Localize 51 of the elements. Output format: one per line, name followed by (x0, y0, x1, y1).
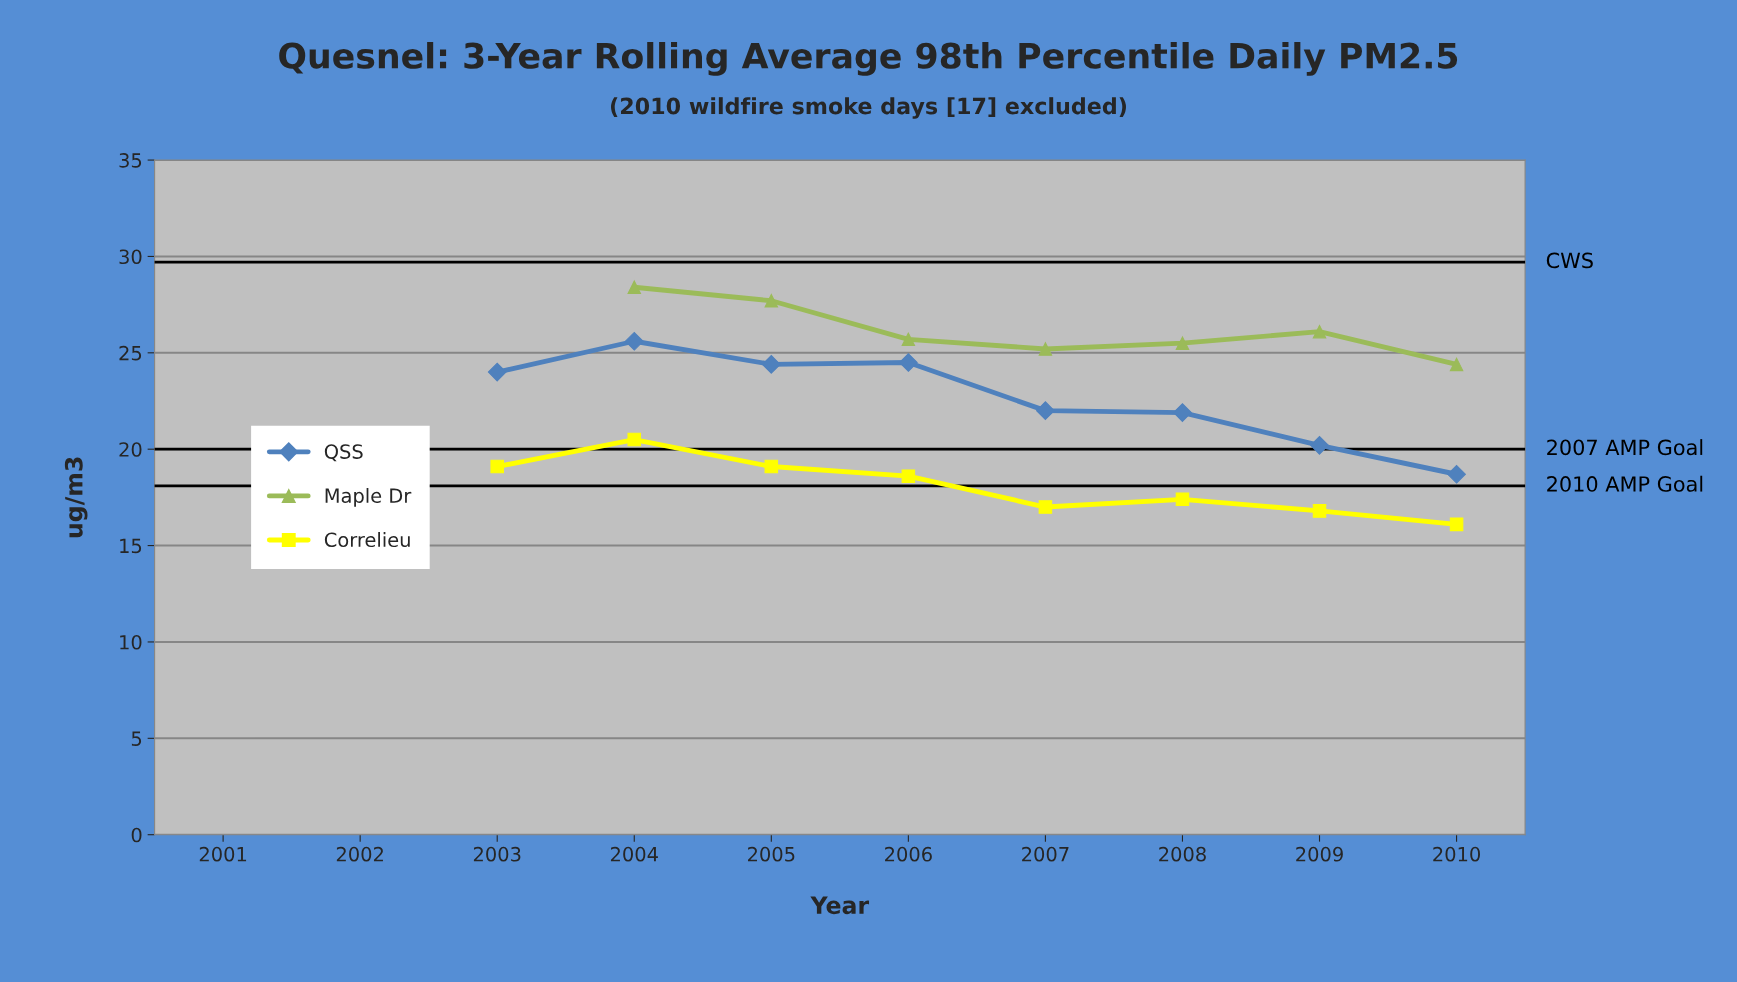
ref-line-label: 2007 AMP Goal (1547, 439, 1703, 456)
x-tick-label: 2004 (610, 846, 658, 862)
point (1449, 517, 1464, 532)
legend-label: QSS (324, 444, 363, 462)
point (1310, 435, 1329, 455)
y-tick-label: 20 (119, 442, 142, 457)
x-tick-label: 2008 (1159, 846, 1206, 862)
y-axis-title: ug/m3 (64, 457, 88, 538)
chart-title: Quesnel: 3-Year Rolling Average 98th Percentile Daily PM2.5 (279, 41, 1458, 76)
point (901, 332, 916, 347)
y-tick-label: 35 (119, 153, 142, 168)
y-tick-label: 15 (120, 538, 142, 554)
ref-line-label: 2010 AMP Goal (1547, 475, 1703, 492)
point (1038, 342, 1053, 356)
x-axis-title: Year (810, 896, 870, 915)
point (624, 331, 644, 351)
point (487, 362, 507, 382)
y-tick-label: 0 (131, 827, 142, 843)
point (627, 432, 642, 447)
y-tick-label: 5 (131, 731, 142, 746)
point (1449, 357, 1464, 372)
point (1175, 492, 1190, 507)
point (901, 469, 916, 483)
point (490, 459, 504, 474)
y-tick-label: 30 (119, 249, 142, 265)
chart-subtitle: (2010 wildfire smoke days [17] excluded) (611, 97, 1126, 119)
y-tick-label: 25 (119, 345, 142, 361)
x-tick-label: 2006 (885, 846, 932, 862)
legend-label: Maple Dr (325, 487, 412, 507)
point (1312, 504, 1327, 518)
point (1036, 401, 1055, 420)
point (764, 459, 779, 474)
point (761, 355, 781, 374)
x-tick-label: 2003 (473, 846, 521, 862)
x-tick-label: 2002 (336, 846, 383, 862)
x-tick-label: 2005 (748, 846, 795, 862)
point (899, 353, 918, 372)
x-tick-label: 2010 (1433, 846, 1481, 862)
y-tick-label: 10 (120, 634, 142, 650)
x-tick-label: 2009 (1296, 846, 1343, 862)
ref-line-label: CWS (1546, 252, 1593, 269)
point (1175, 336, 1190, 350)
point (627, 280, 642, 295)
point (1173, 403, 1192, 422)
point (1447, 464, 1466, 484)
point (764, 294, 779, 308)
legend-label: Correlieu (324, 532, 410, 548)
point (1038, 500, 1053, 514)
x-tick-label: 2007 (1022, 846, 1069, 862)
x-tick-label: 2001 (199, 846, 247, 862)
point (1312, 324, 1327, 339)
